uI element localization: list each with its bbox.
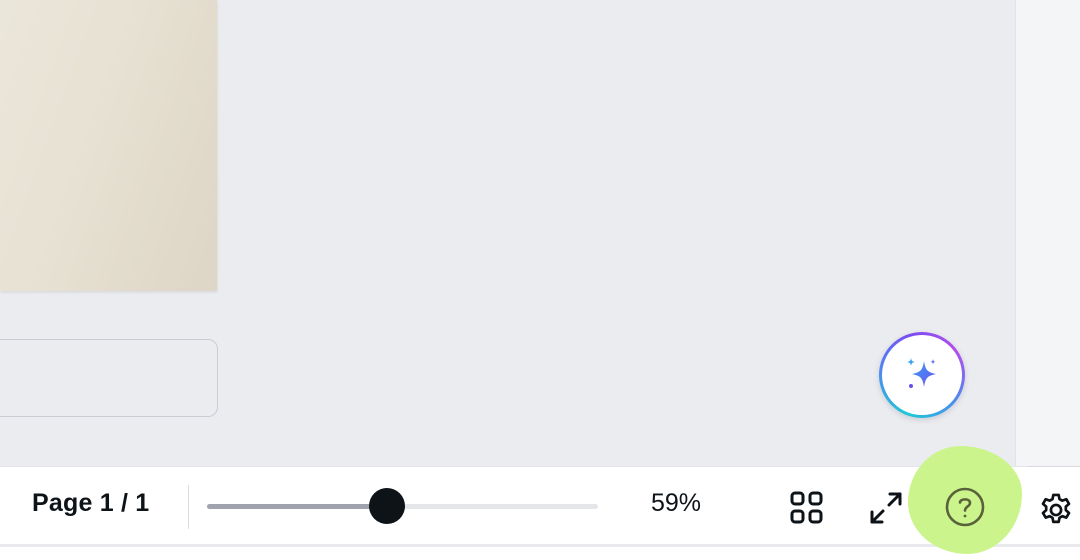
expand-arrows-icon <box>870 492 902 524</box>
add-page-area[interactable] <box>0 339 218 417</box>
magic-ai-button[interactable] <box>879 332 965 418</box>
page-indicator[interactable]: Page 1 / 1 <box>32 489 150 517</box>
settings-divider <box>1028 466 1080 467</box>
zoom-slider-fill <box>207 504 387 509</box>
grid-view-button[interactable] <box>785 486 829 530</box>
page-thumbnail[interactable] <box>0 0 217 291</box>
gear-icon <box>1041 493 1071 524</box>
settings-button[interactable] <box>1034 488 1078 532</box>
zoom-slider-thumb[interactable] <box>368 488 405 524</box>
right-side-panel <box>1015 0 1080 466</box>
zoom-percentage[interactable]: 59% <box>651 489 702 517</box>
footer-divider <box>188 485 189 529</box>
grid-icon <box>790 491 823 524</box>
magic-ai-button-inner <box>882 335 962 415</box>
fullscreen-button[interactable] <box>864 486 908 530</box>
sparkles-icon <box>907 358 936 388</box>
question-circle-icon <box>945 487 985 527</box>
footer-bottom-line <box>0 544 1080 547</box>
canvas-area <box>0 0 965 418</box>
help-button[interactable] <box>942 484 988 530</box>
